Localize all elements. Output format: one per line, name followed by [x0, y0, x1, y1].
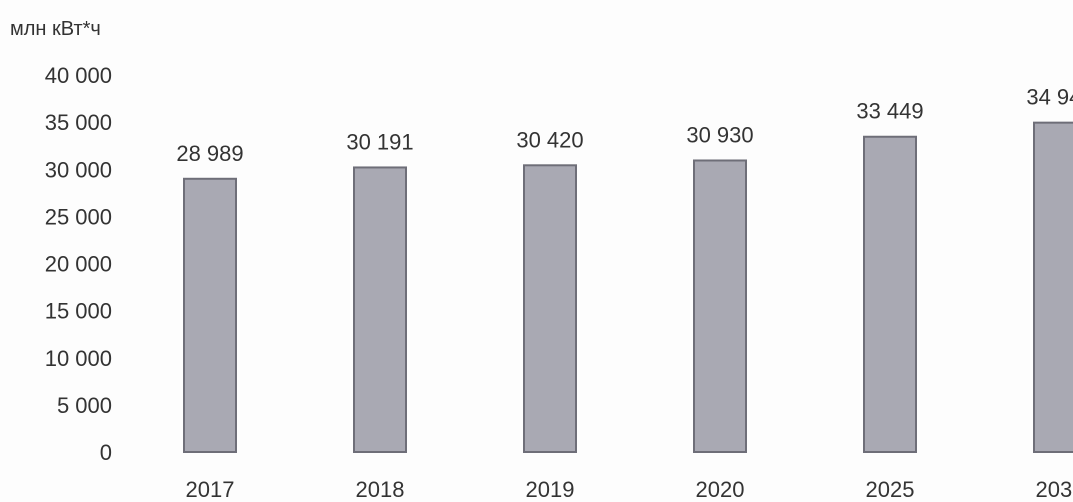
- bar: [863, 135, 917, 454]
- x-category-label: 2020: [696, 477, 745, 502]
- x-category-label: 2017: [186, 477, 235, 502]
- bar: [523, 164, 577, 453]
- y-tick-label: 40 000: [45, 63, 112, 88]
- bar-data-label: 30 191: [346, 129, 413, 154]
- y-tick-label: 30 000: [45, 157, 112, 182]
- y-tick-label: 35 000: [45, 110, 112, 135]
- bar-data-label: 33 449: [856, 99, 923, 124]
- x-category-label: 2018: [356, 477, 405, 502]
- y-tick-label: 20 000: [45, 252, 112, 277]
- bar-data-label: 30 420: [516, 127, 583, 152]
- bar: [353, 166, 407, 453]
- bar: [693, 159, 747, 454]
- y-tick-label: 15 000: [45, 299, 112, 324]
- y-axis-ticks: 0 5 000 10 000 15 000 20 000 25 000 30 000 35 0…: [45, 63, 112, 465]
- x-category-label: 2019: [526, 477, 575, 502]
- bar-data-label: 30 930: [686, 122, 753, 147]
- data-labels-group: 28 989 30 191 30 420 30 930 33 449 34 945: [176, 85, 1073, 166]
- bar-data-label: 28 989: [176, 141, 243, 166]
- bar: [1033, 121, 1073, 453]
- y-tick-label: 25 000: [45, 204, 112, 229]
- bar: [183, 177, 237, 453]
- y-axis-unit-label: млн кВт*ч: [10, 18, 101, 40]
- y-tick-label: 5 000: [57, 393, 112, 418]
- bar-data-label: 34 945: [1026, 85, 1073, 110]
- x-category-label: 2025: [866, 477, 915, 502]
- bars-group: [183, 121, 1073, 454]
- y-tick-label: 10 000: [45, 346, 112, 371]
- y-tick-label: 0: [100, 440, 112, 465]
